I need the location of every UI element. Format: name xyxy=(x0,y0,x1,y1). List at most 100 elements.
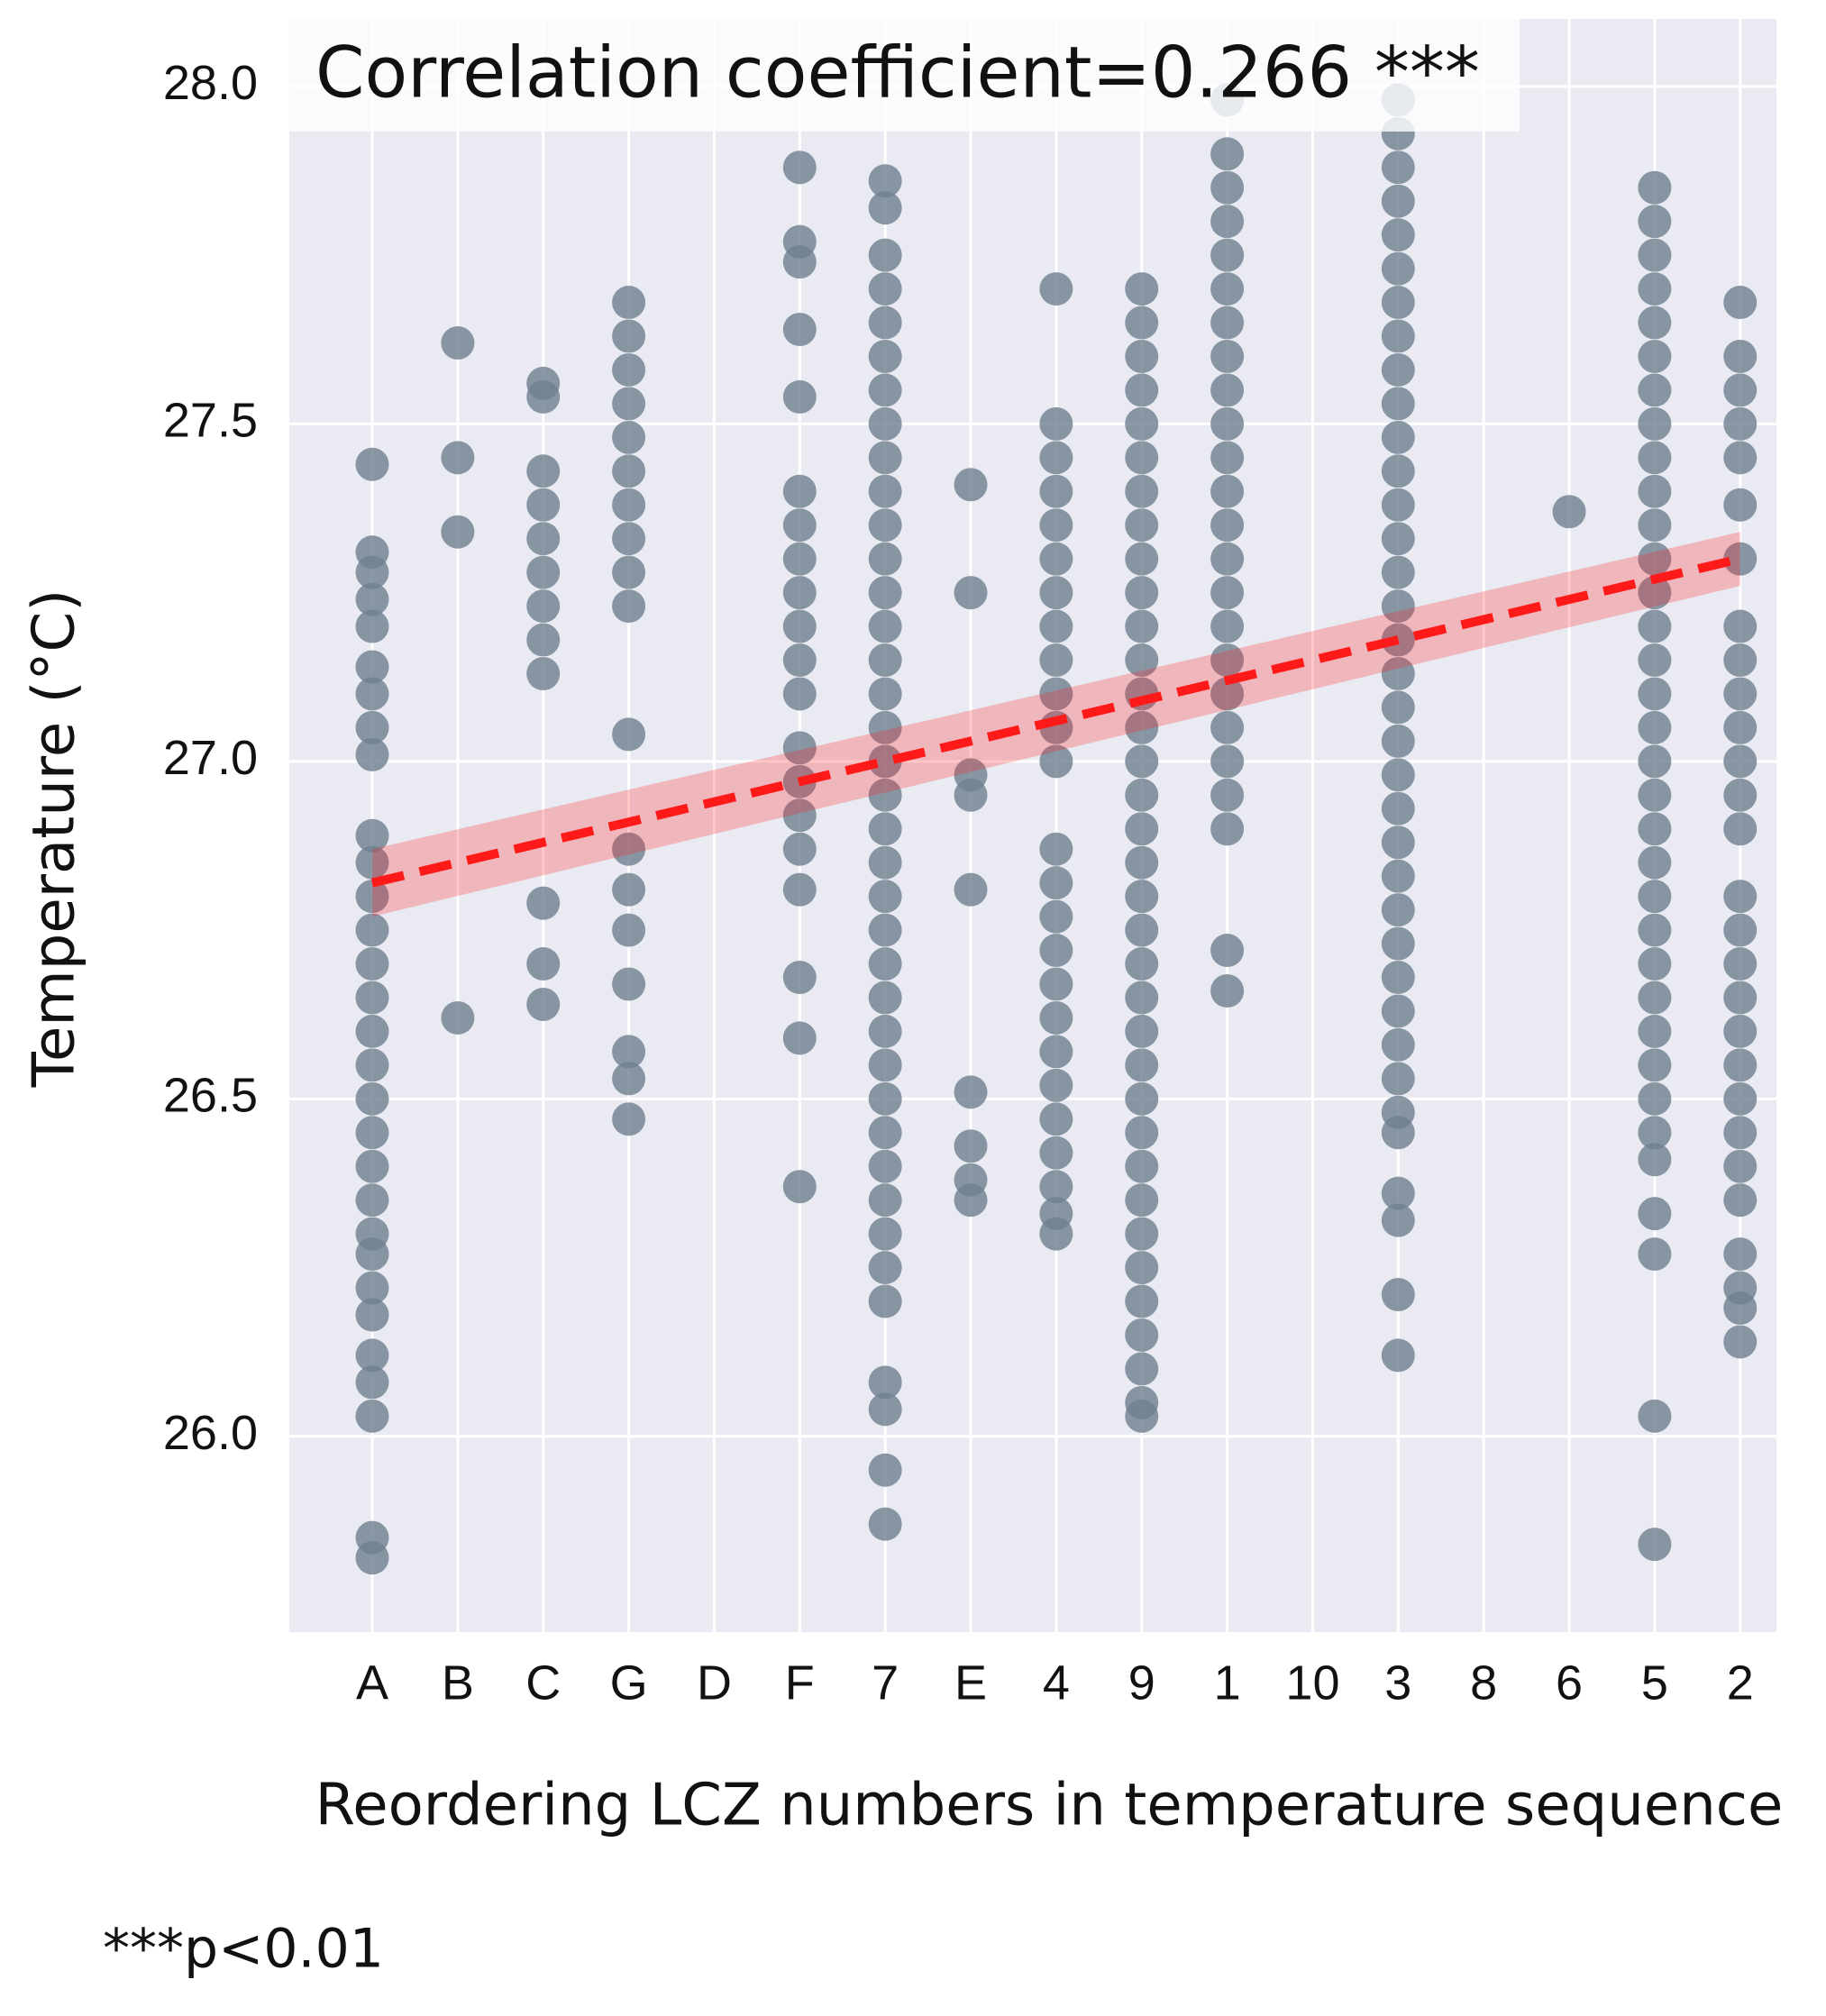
point xyxy=(1723,339,1758,373)
point xyxy=(355,913,389,947)
point xyxy=(1381,454,1415,488)
point xyxy=(1381,859,1415,893)
point xyxy=(782,542,817,576)
point xyxy=(782,643,817,678)
point xyxy=(1723,286,1758,320)
point xyxy=(868,1251,902,1285)
point xyxy=(1638,339,1672,373)
point xyxy=(1210,934,1245,968)
point xyxy=(1039,1217,1073,1251)
x-tick-label: B xyxy=(442,1656,474,1710)
point xyxy=(1638,880,1672,914)
y-tick-label: 28.0 xyxy=(163,56,258,110)
point xyxy=(954,872,988,907)
point xyxy=(1638,1399,1672,1433)
point xyxy=(1125,913,1159,947)
point xyxy=(1381,826,1415,860)
point xyxy=(868,1284,902,1318)
point xyxy=(1638,913,1672,947)
point xyxy=(1723,1149,1758,1183)
point xyxy=(868,1453,902,1487)
point xyxy=(1210,170,1245,205)
point xyxy=(1381,420,1415,454)
point xyxy=(1723,677,1758,711)
point xyxy=(1381,1338,1415,1373)
plot-background xyxy=(289,19,1776,1632)
point xyxy=(868,373,902,407)
point xyxy=(355,1116,389,1150)
point xyxy=(1638,710,1672,744)
point xyxy=(1723,1116,1758,1150)
point xyxy=(355,1541,389,1575)
point xyxy=(1125,643,1159,678)
point xyxy=(868,812,902,846)
point xyxy=(1638,812,1672,846)
point xyxy=(1723,373,1758,407)
point xyxy=(1125,1217,1159,1251)
point xyxy=(782,832,817,866)
point xyxy=(1210,272,1245,306)
point xyxy=(1723,1014,1758,1048)
point xyxy=(1381,151,1415,185)
point xyxy=(954,576,988,610)
point xyxy=(1638,1528,1672,1562)
point xyxy=(1039,1000,1073,1035)
point xyxy=(1125,272,1159,306)
point xyxy=(355,1271,389,1305)
point xyxy=(612,717,646,752)
point xyxy=(1125,1284,1159,1318)
point xyxy=(1210,306,1245,340)
point xyxy=(1210,508,1245,543)
point xyxy=(1723,812,1758,846)
point xyxy=(1210,576,1245,610)
x-tick-label: D xyxy=(697,1656,732,1710)
point xyxy=(1723,1325,1758,1359)
point xyxy=(355,981,389,1015)
point xyxy=(1638,306,1672,340)
point xyxy=(1039,272,1073,306)
point xyxy=(1039,542,1073,576)
point xyxy=(1039,1035,1073,1069)
point xyxy=(1638,778,1672,812)
point xyxy=(1381,893,1415,927)
point xyxy=(1723,609,1758,643)
x-tick-label: 10 xyxy=(1285,1656,1339,1710)
x-tick-label: 2 xyxy=(1727,1656,1754,1710)
point xyxy=(868,710,902,744)
point xyxy=(526,947,561,981)
point xyxy=(612,1062,646,1096)
point xyxy=(868,643,902,678)
point xyxy=(1039,576,1073,610)
point xyxy=(1381,522,1415,556)
point xyxy=(782,677,817,711)
point xyxy=(1210,406,1245,441)
point xyxy=(1723,488,1758,522)
point xyxy=(1039,406,1073,441)
point xyxy=(1381,589,1415,624)
point xyxy=(612,286,646,320)
point xyxy=(1381,184,1415,218)
point xyxy=(526,454,561,488)
point xyxy=(1638,205,1672,239)
point xyxy=(612,387,646,421)
point xyxy=(868,164,902,198)
point xyxy=(355,1014,389,1048)
point xyxy=(868,880,902,914)
point xyxy=(782,508,817,543)
point xyxy=(355,845,389,880)
point xyxy=(355,1365,389,1400)
point xyxy=(868,474,902,508)
point xyxy=(868,542,902,576)
point xyxy=(1039,609,1073,643)
point xyxy=(1039,474,1073,508)
x-tick-label: 3 xyxy=(1384,1656,1411,1710)
point xyxy=(526,488,561,522)
point xyxy=(1125,1081,1159,1116)
point xyxy=(355,1149,389,1183)
point xyxy=(868,508,902,543)
point xyxy=(1039,1102,1073,1136)
point xyxy=(1210,973,1245,1008)
point xyxy=(1125,947,1159,981)
point xyxy=(1125,576,1159,610)
